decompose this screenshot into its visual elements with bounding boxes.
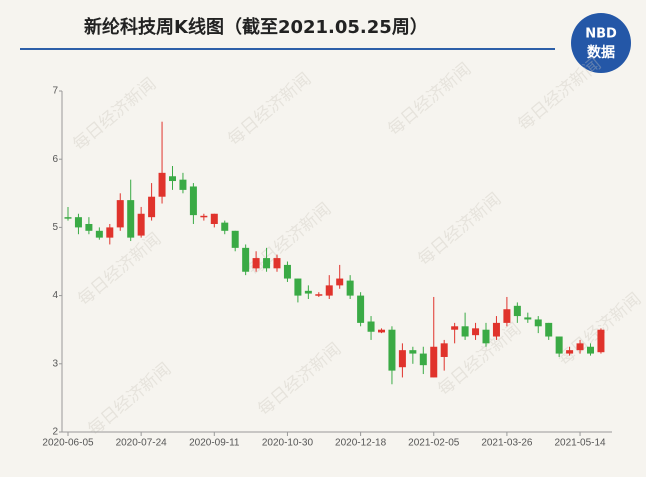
candle-body — [357, 295, 365, 323]
candle-body — [534, 319, 542, 327]
candle-body — [472, 328, 480, 336]
candle-body — [419, 353, 427, 366]
candle-body — [137, 213, 145, 236]
candle-body — [576, 343, 584, 351]
x-tick-label: 2020-09-11 — [189, 438, 240, 449]
candle-body — [189, 186, 197, 216]
candle-body — [169, 176, 176, 182]
candle-body — [513, 305, 521, 317]
candle-body — [64, 217, 72, 219]
candle-body — [566, 350, 574, 354]
candle-body — [95, 230, 103, 238]
candle-body — [430, 346, 438, 378]
candle-body — [398, 350, 406, 368]
candle-body — [378, 329, 385, 333]
y-tick-label: 2 — [52, 427, 58, 438]
candle-body — [336, 278, 344, 286]
candle-body — [451, 326, 459, 330]
candle-body — [555, 336, 563, 354]
y-tick-label: 3 — [52, 358, 58, 369]
candle-body — [388, 329, 396, 371]
candle-body — [85, 223, 93, 231]
candle-body — [503, 309, 511, 323]
candle-body — [597, 329, 605, 353]
candle-body — [148, 196, 156, 218]
candle-body — [346, 280, 354, 296]
candle-body — [231, 230, 239, 248]
x-tick-label: 2020-12-18 — [335, 438, 387, 449]
candle-body — [492, 322, 500, 337]
candle-body — [179, 179, 187, 190]
x-tick-label: 2021-02-05 — [408, 438, 460, 449]
candle-body — [545, 322, 553, 337]
candle-body — [252, 258, 260, 269]
logo-top: NBD — [585, 27, 617, 42]
candle-body — [367, 321, 375, 332]
candle-body — [273, 258, 281, 269]
candle-body — [315, 294, 323, 296]
candle-body — [461, 326, 469, 337]
candle-body — [482, 329, 490, 344]
candle-body — [116, 200, 124, 228]
candle-body — [127, 200, 135, 238]
candle-body — [283, 264, 291, 279]
candle-body — [524, 317, 532, 320]
chart-title: 新纶科技周K线图（截至2021.05.25周） — [84, 16, 428, 38]
x-tick-label: 2021-05-14 — [554, 438, 606, 449]
logo-bottom: 数据 — [587, 44, 615, 61]
x-tick-label: 2020-10-30 — [262, 438, 314, 449]
candle-body — [210, 213, 218, 224]
candle-body — [200, 215, 208, 218]
logo — [571, 13, 631, 73]
candle-body — [409, 350, 417, 354]
candle-body — [294, 278, 302, 296]
candle-body — [325, 285, 333, 296]
x-tick-label: 2020-06-05 — [42, 438, 94, 449]
candle-body — [74, 217, 82, 228]
x-tick-label: 2020-07-24 — [116, 438, 168, 449]
candle-body — [221, 222, 229, 231]
candle-body — [587, 346, 594, 354]
candle-body — [440, 343, 448, 357]
candle-body — [158, 172, 166, 197]
y-tick-label: 5 — [52, 222, 58, 233]
candle-body — [106, 227, 114, 238]
y-tick-label: 7 — [52, 86, 58, 97]
y-tick-label: 4 — [52, 290, 58, 301]
candle-body — [263, 258, 271, 269]
candle-body — [242, 247, 250, 272]
y-tick-label: 6 — [52, 154, 58, 165]
candle-body — [304, 290, 312, 294]
x-tick-label: 2021-03-26 — [481, 438, 533, 449]
